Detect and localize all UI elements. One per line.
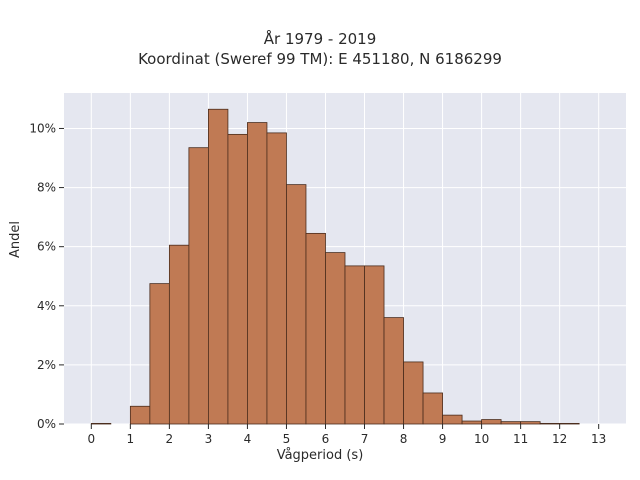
- histogram-bar: [227, 133, 248, 425]
- x-axis-ticks: 0 1 2 3 4 5 6 7 8 9 10 11 12 13: [87, 424, 606, 446]
- x-tick-label: 7: [361, 432, 369, 446]
- y-tick-label: 4%: [37, 299, 56, 313]
- histogram-bar: [325, 252, 346, 425]
- x-tick-label: 13: [591, 432, 606, 446]
- histogram-bar: [149, 283, 170, 425]
- y-axis-ticks: 0% 2% 4% 6% 8% 10%: [29, 121, 64, 431]
- x-tick-label: 8: [400, 432, 408, 446]
- y-tick-label: 6%: [37, 240, 56, 254]
- histogram-bar: [129, 405, 151, 425]
- histogram-bar: [422, 392, 443, 425]
- x-tick-label: 4: [244, 432, 252, 446]
- histogram-bar: [481, 419, 502, 425]
- histogram-bar: [461, 420, 482, 425]
- y-tick-label: 2%: [37, 358, 56, 372]
- histogram-bar: [364, 265, 385, 425]
- histogram-bar: [286, 184, 307, 425]
- y-tick-label: 10%: [29, 121, 56, 135]
- x-tick-label: 0: [87, 432, 95, 446]
- histogram-bar: [188, 147, 209, 425]
- histogram-bar: [520, 421, 541, 425]
- histogram-bar: [168, 244, 190, 425]
- histogram-bar: [266, 132, 287, 425]
- bars: [90, 108, 580, 425]
- x-axis-label: Vågperiod (s): [276, 448, 364, 463]
- histogram-bar: [559, 423, 580, 425]
- histogram-bar: [442, 414, 463, 425]
- x-tick-label: 3: [205, 432, 213, 446]
- chart-title-line-2: Koordinat (Sweref 99 TM): E 451180, N 61…: [138, 50, 502, 68]
- x-tick-label: 6: [322, 432, 330, 446]
- histogram-bar: [383, 317, 404, 425]
- x-tick-label: 12: [552, 432, 567, 446]
- y-tick-label: 8%: [37, 181, 56, 195]
- histogram-bar: [539, 423, 561, 425]
- x-tick-label: 10: [474, 432, 489, 446]
- histogram-bar: [208, 108, 229, 425]
- histogram-bar: [247, 122, 268, 425]
- histogram-bar: [403, 361, 424, 425]
- histogram-bar: [344, 265, 365, 425]
- y-axis-label: Andel: [8, 221, 23, 258]
- histogram-bar: [90, 423, 112, 425]
- x-tick-label: 5: [283, 432, 291, 446]
- x-tick-label: 1: [127, 432, 135, 446]
- y-tick-label: 0%: [37, 417, 56, 431]
- histogram-bar: [500, 421, 522, 425]
- x-tick-label: 11: [513, 432, 528, 446]
- chart-title-line-1: År 1979 - 2019: [263, 30, 377, 48]
- histogram-bar: [305, 232, 326, 425]
- x-tick-label: 2: [166, 432, 174, 446]
- x-tick-label: 9: [439, 432, 447, 446]
